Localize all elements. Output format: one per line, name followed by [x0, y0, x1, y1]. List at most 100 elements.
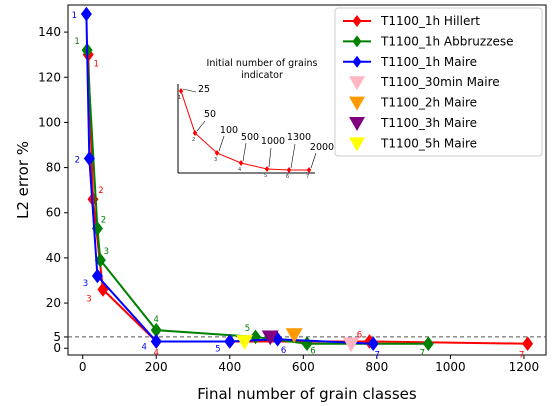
- legend-item: T1100_3h Maire: [349, 116, 477, 131]
- x-tick-label: 1000: [435, 360, 466, 374]
- data-point: [224, 334, 236, 349]
- inset-arrow: [218, 135, 225, 152]
- legend-label: T1100_1h Maire: [380, 55, 477, 69]
- legend-label: T1100_1h Hillert: [380, 14, 480, 28]
- inset-title: Initial number of grains: [207, 58, 318, 69]
- y-tick-label: 5: [53, 330, 61, 344]
- inset-marker: [178, 88, 184, 94]
- point-label: 3: [86, 295, 91, 305]
- legend-item: T1100_1h Maire: [343, 55, 477, 69]
- legend-item: T1100_30min Maire: [349, 75, 500, 91]
- point-label: 2: [101, 216, 106, 226]
- legend-item: T1100_1h Hillert: [343, 14, 480, 28]
- x-tick-label: 600: [292, 360, 315, 374]
- inset-marker: [238, 160, 244, 166]
- legend-marker: [349, 96, 365, 111]
- inset-index-label: 4: [238, 167, 241, 173]
- point-label: 7: [420, 349, 425, 359]
- y-tick-label: 140: [38, 25, 61, 39]
- x-tick-label: 1200: [509, 360, 540, 374]
- data-point: [150, 334, 162, 349]
- y-tick-label: 60: [46, 206, 61, 220]
- inset-grain-label: 50: [204, 109, 216, 120]
- data-point: [80, 6, 92, 22]
- y-tick-label: 0: [53, 341, 61, 355]
- inset-index-label: 6: [286, 174, 289, 180]
- series-t1100-3h-maire: [261, 330, 279, 346]
- y-tick-label: 20: [46, 296, 61, 310]
- inset-title: indicator: [241, 70, 283, 81]
- point-label: 2: [98, 186, 103, 196]
- inset-marker: [264, 166, 270, 172]
- point-label: 5: [215, 344, 220, 354]
- legend-marker: [349, 76, 365, 91]
- point-label: 5: [245, 324, 250, 334]
- data-point: [83, 151, 95, 166]
- inset-index-label: 3: [214, 157, 217, 163]
- data-point: [342, 337, 360, 353]
- legend-marker: [349, 117, 365, 131]
- data-point: [91, 268, 103, 284]
- point-label: 1: [72, 11, 77, 21]
- inset-arrow: [196, 120, 206, 132]
- data-point: [522, 336, 534, 352]
- series-t1100-30min-maire: [342, 337, 360, 353]
- data-point: [97, 282, 109, 297]
- legend-item: T1100_5h Maire: [349, 136, 477, 152]
- inset-grain-label: 1300: [287, 132, 311, 143]
- inset-grain-label: 500: [241, 132, 259, 143]
- legend-marker: [352, 35, 362, 48]
- legend-box: [334, 7, 543, 157]
- legend-label: T1100_30min Maire: [380, 75, 500, 89]
- legend-item: T1100_1h Abbruzzese: [343, 34, 514, 48]
- y-tick-label: 80: [46, 161, 61, 175]
- point-label: 2: [75, 156, 80, 166]
- inset-arrow: [182, 88, 197, 93]
- point-label: 4: [154, 348, 159, 358]
- legend-marker: [352, 15, 362, 27]
- data-point: [285, 328, 303, 344]
- inset-marker: [306, 167, 312, 173]
- x-tick-label: 400: [218, 360, 241, 374]
- plot-frame: [67, 4, 547, 356]
- series-t1100-5h-maire: [235, 335, 253, 350]
- legend-marker: [349, 137, 365, 152]
- data-point: [261, 330, 279, 346]
- point-label: 6: [357, 330, 362, 340]
- data-point: [422, 336, 434, 352]
- x-tick-label: 800: [365, 360, 388, 374]
- point-label: 6: [281, 346, 286, 356]
- x-tick-label: 200: [145, 360, 168, 374]
- x-axis-label: Final number of grain classes: [197, 385, 417, 403]
- point-label: 1: [74, 37, 79, 47]
- y-tick-label: 40: [46, 251, 61, 265]
- inset-arrow: [268, 147, 272, 168]
- legend-label: T1100_5h Maire: [380, 136, 477, 150]
- inset-grain-label: 100: [220, 125, 238, 136]
- legend-label: T1100_1h Abbruzzese: [380, 34, 514, 48]
- inset-marker: [214, 150, 220, 156]
- plot-area: 0 200 400 600 800 1000 12000520406080100120140…: [14, 4, 547, 403]
- series-t1100-2h-maire: [285, 328, 303, 344]
- inset-arrow: [310, 152, 317, 169]
- point-label: 4: [154, 315, 159, 325]
- inset-index-label: 2: [192, 137, 195, 143]
- legend-marker: [352, 55, 362, 68]
- inset-marker: [192, 130, 198, 136]
- y-tick-label: 100: [38, 115, 61, 129]
- inset-index-label: 5: [264, 173, 267, 179]
- legend-item: T1100_2h Maire: [349, 96, 477, 111]
- point-label: 7: [374, 351, 379, 361]
- legend-label: T1100_3h Maire: [380, 116, 477, 130]
- inset-arrow: [242, 142, 247, 162]
- legend: T1100_1h Hillert T1100_1h Abbruzzese T1100…: [334, 7, 543, 157]
- inset-grain-label: 1000: [261, 136, 285, 147]
- x-tick-label: 0: [79, 360, 87, 374]
- y-axis-label: L2 error %: [14, 141, 32, 219]
- inset-grain-label: 25: [198, 84, 210, 95]
- inset-index-label: 1: [178, 95, 181, 101]
- inset-arrow: [290, 143, 296, 169]
- series-t1100-1h-maire: 1 2 3 4 5 6 7: [72, 6, 380, 361]
- point-label: 4: [142, 342, 147, 352]
- data-point: [235, 335, 253, 350]
